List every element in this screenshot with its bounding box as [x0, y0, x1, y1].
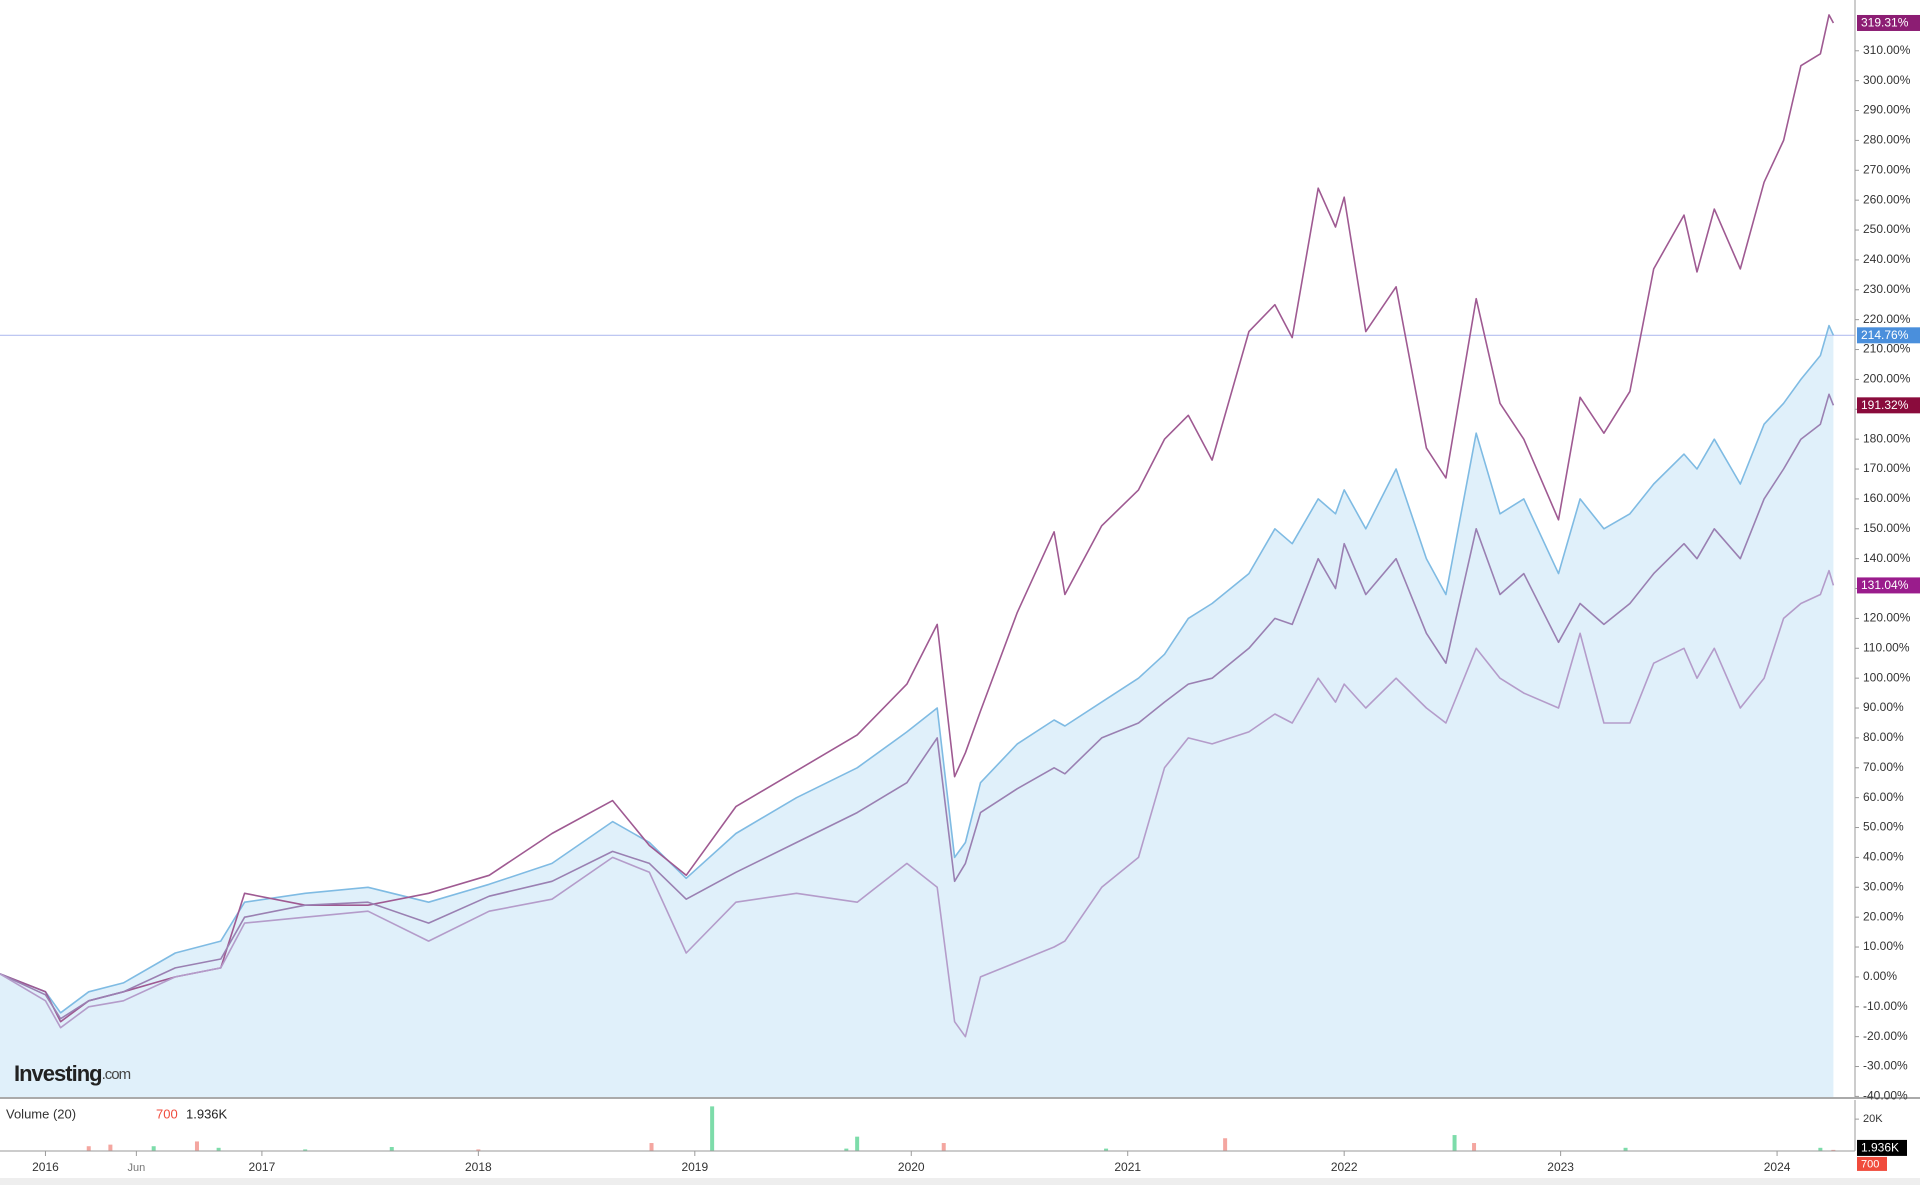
volume-title: Volume (20) — [6, 1106, 76, 1121]
volume-tag-label: 700 — [1861, 1158, 1879, 1170]
price-tag — [1857, 14, 1920, 31]
x-tick-label: 2022 — [1331, 1160, 1358, 1174]
x-tick-label: Jun — [127, 1162, 145, 1174]
y-tick-label: 300.00% — [1863, 73, 1911, 87]
y-tick-label: 90.00% — [1863, 700, 1904, 714]
y-tick-label: 120.00% — [1863, 611, 1911, 625]
x-tick-label: 2018 — [465, 1160, 492, 1174]
volume-bar — [1818, 1147, 1823, 1151]
price-tag — [1857, 327, 1920, 344]
main-panel: -40.00% -30.00% -20.00% -10.00% 0.00% 10.00% 2… — [0, 0, 1920, 1103]
y-tick-label: -40.00% — [1863, 1089, 1908, 1103]
y-tick-label: 30.00% — [1863, 879, 1904, 893]
volume-bar — [476, 1149, 481, 1151]
x-tick-label: 2021 — [1114, 1160, 1141, 1174]
y-tick-label: 230.00% — [1863, 282, 1911, 296]
ma-tag-label: 1.936K — [1861, 1141, 1899, 1155]
y-tick-label: 200.00% — [1863, 372, 1911, 386]
x-tick-label: 2016 — [32, 1160, 59, 1174]
y-tick-label: 20K — [1863, 1113, 1883, 1125]
volume-bar — [855, 1136, 860, 1151]
toolbar — [0, 1178, 1920, 1185]
volume-bar — [389, 1147, 394, 1151]
y-tick-label: 240.00% — [1863, 252, 1911, 266]
x-tick-label: 2019 — [681, 1160, 708, 1174]
volume-last-value: 700 — [156, 1106, 178, 1121]
volume-bar — [86, 1146, 91, 1151]
y-tick-label: 110.00% — [1863, 640, 1910, 654]
y-tick-label: 20.00% — [1863, 909, 1904, 923]
volume-bar — [1623, 1147, 1628, 1151]
price-tag-label: 319.31% — [1861, 16, 1909, 30]
volume-bar — [303, 1149, 308, 1151]
y-tick-label: 290.00% — [1863, 103, 1911, 117]
y-tick-label: 10.00% — [1863, 939, 1904, 953]
volume-bar — [194, 1141, 199, 1151]
volume-bar — [1452, 1135, 1457, 1151]
y-tick-label: 270.00% — [1863, 162, 1911, 176]
x-tick-label: 2020 — [898, 1160, 925, 1174]
volume-bar — [649, 1143, 654, 1151]
y-tick-label: 100.00% — [1863, 670, 1911, 684]
price-tag-label: 131.04% — [1861, 578, 1909, 592]
y-tick-label: 0.00% — [1863, 969, 1897, 983]
y-tick-label: 280.00% — [1863, 133, 1911, 147]
logo: Investing.com — [14, 1061, 131, 1086]
y-tick-label: 220.00% — [1863, 312, 1911, 326]
y-tick-label: 170.00% — [1863, 461, 1911, 475]
series-line — [0, 393, 1835, 1020]
volume-bar — [941, 1143, 946, 1151]
volume-bar — [1472, 1143, 1477, 1151]
y-tick-label: 150.00% — [1863, 521, 1911, 535]
logo-name: Investing — [14, 1061, 102, 1086]
y-tick-label: 160.00% — [1863, 491, 1911, 505]
volume-bar — [1104, 1148, 1109, 1151]
series-line — [0, 14, 1835, 1023]
area — [0, 325, 1834, 1098]
y-tick-label: -20.00% — [1863, 1029, 1908, 1043]
volume-bar — [1223, 1138, 1228, 1151]
y-tick-label: 260.00% — [1863, 192, 1911, 206]
price-tag-label: 191.32% — [1861, 398, 1909, 412]
y-tick-label: 70.00% — [1863, 760, 1904, 774]
volume-bar — [710, 1106, 715, 1151]
y-tick-label: -10.00% — [1863, 999, 1908, 1013]
volume-tag — [1857, 1156, 1887, 1171]
x-tick-label: 2017 — [249, 1160, 276, 1174]
volume-bar — [1831, 1149, 1836, 1151]
price-tag — [1857, 577, 1920, 594]
logo-suffix: .com — [102, 1066, 131, 1083]
price-tag — [1857, 397, 1920, 414]
volume-bar — [844, 1148, 849, 1151]
y-tick-label: 180.00% — [1863, 431, 1911, 445]
y-tick-label: 80.00% — [1863, 730, 1904, 744]
volume-panel: 20K 2016 Jun 2017 2018 2019 2020 2021 2022 2023 20… — [0, 1100, 1907, 1174]
y-tick-label: 40.00% — [1863, 850, 1904, 864]
volume-ma-value: 1.936K — [186, 1106, 228, 1121]
x-tick-label: 2023 — [1547, 1160, 1574, 1174]
y-tick-label: 210.00% — [1863, 342, 1911, 356]
volume-bar — [216, 1147, 221, 1151]
y-tick-label: 250.00% — [1863, 222, 1911, 236]
volume-bar — [108, 1144, 113, 1151]
series-line — [0, 569, 1835, 1038]
volume-bar — [151, 1146, 156, 1151]
ma-tag — [1857, 1139, 1907, 1156]
y-tick-label: 60.00% — [1863, 790, 1904, 804]
x-tick-label: 2024 — [1764, 1160, 1791, 1174]
series-line — [0, 324, 1835, 1014]
price-tag-label: 214.76% — [1861, 328, 1909, 342]
y-tick-label: 310.00% — [1863, 43, 1911, 57]
y-tick-label: -30.00% — [1863, 1059, 1908, 1073]
y-tick-label: 140.00% — [1863, 551, 1911, 565]
y-tick-label: 50.00% — [1863, 820, 1904, 834]
